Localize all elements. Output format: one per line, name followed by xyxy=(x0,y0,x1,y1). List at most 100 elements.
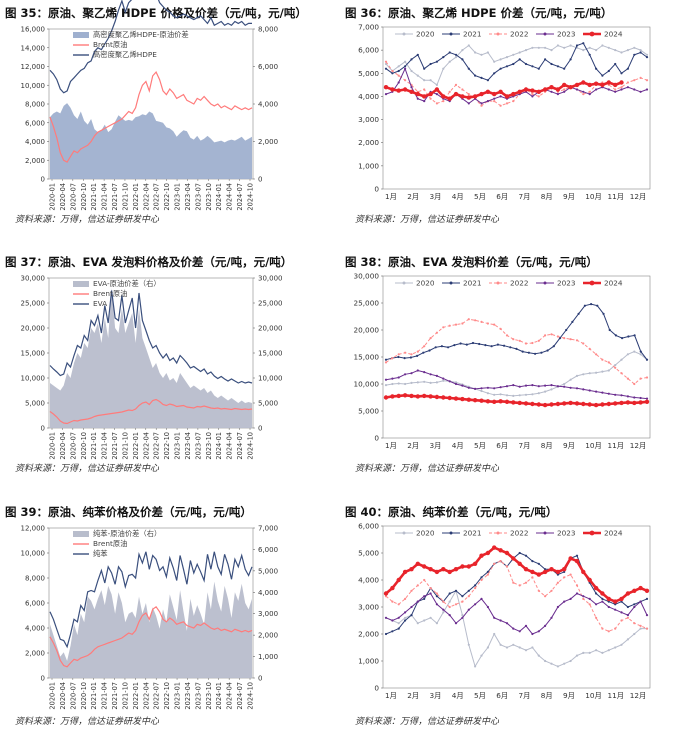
p36-series-3-point xyxy=(645,88,649,91)
p40-series-2-point xyxy=(563,576,566,579)
p40-series-4-point xyxy=(523,567,529,572)
p37-ytick-right-4: 20,000 xyxy=(258,325,283,333)
p40-series-2-point xyxy=(633,622,636,625)
p38-series-0-point xyxy=(423,380,426,383)
p36-series-3-point xyxy=(588,93,591,96)
chart-title-35: 图 35：原油、聚乙烯 HDPE 价格及价差（元/吨，元/吨） xyxy=(5,6,307,20)
p40-series-0-point xyxy=(531,646,534,649)
p38-series-2-point xyxy=(518,339,521,342)
p36-series-2-point xyxy=(435,102,438,105)
p38-series-4-point xyxy=(479,398,484,403)
p40-series-4-point xyxy=(447,569,452,575)
p38-series-1-point xyxy=(453,344,456,347)
p38-series-2-line xyxy=(385,318,648,385)
p36-series-0-point xyxy=(423,79,426,82)
p40-xtick-0: 1月 xyxy=(385,691,397,700)
p40-series-1-line xyxy=(385,552,648,635)
p35-xtick-10: 2022-07 xyxy=(153,183,161,211)
p36-legend-marker-3 xyxy=(543,32,547,36)
p40-series-1-point xyxy=(486,570,489,573)
p36-series-3-point xyxy=(404,67,407,70)
p37-xtick-4: 2021-01 xyxy=(90,432,98,460)
p40-series-4-point xyxy=(600,591,605,596)
p40-legend-marker-3 xyxy=(543,531,547,535)
p38-xtick-3: 4月 xyxy=(452,441,464,450)
p39-xtick-5: 2021-04 xyxy=(101,682,109,710)
p36-series-4-point xyxy=(587,82,592,88)
p38-series-3-point xyxy=(550,384,553,387)
p36-series-0-point xyxy=(633,46,636,49)
p36-series-0-point xyxy=(461,49,464,52)
p40-series-0-point xyxy=(626,638,629,641)
p40-series-2-line xyxy=(385,560,648,632)
p36-series-4-point xyxy=(383,85,389,90)
p38-series-1-point xyxy=(577,312,580,315)
p38-series-3-point xyxy=(639,396,642,400)
p37-xtick-18: 2024-07 xyxy=(236,432,244,460)
p36-series-1-point xyxy=(569,58,572,61)
p36-series-3-point xyxy=(550,90,553,93)
p35-ytick-left-7: 14,000 xyxy=(21,44,46,52)
p38-series-4-point xyxy=(422,393,427,399)
p40-series-3-point xyxy=(569,597,572,600)
p39-xtick-16: 2024-01 xyxy=(215,682,223,710)
p37-xtick-10: 2022-07 xyxy=(153,432,161,460)
p40-series-1-point xyxy=(620,600,623,603)
p40-series-2-point xyxy=(607,630,610,633)
p38-series-1-point xyxy=(645,358,649,361)
p40-series-4-point xyxy=(390,585,395,591)
p40-series-0-point xyxy=(582,651,585,654)
p36-series-0-point xyxy=(416,74,419,77)
p38-series-4-point xyxy=(472,398,478,403)
p37-xtick-1: 2020-04 xyxy=(59,432,67,460)
p38-series-3-point xyxy=(575,387,579,390)
p37-legend-label-1: Brent原油 xyxy=(93,289,127,298)
p35-ytick-right-1: 2,000 xyxy=(258,138,278,146)
p36-series-0-point xyxy=(537,46,540,49)
p38-series-4-point xyxy=(428,394,433,399)
p40-series-0-point xyxy=(397,622,400,625)
p38-series-1-point xyxy=(471,341,475,345)
p40-series-2-point xyxy=(575,584,579,587)
p38-series-4-point xyxy=(434,394,440,400)
source-35: 资料来源：万得，信达证券研发中心 xyxy=(15,215,160,225)
p39-xtick-14: 2023-07 xyxy=(194,682,202,710)
p40-series-1-point xyxy=(423,597,426,600)
p40-legend-marker-4 xyxy=(589,530,595,536)
p38-legend-label-1: 2021 xyxy=(463,279,482,288)
p36-series-3-point xyxy=(607,88,610,91)
p38-series-1-point xyxy=(440,345,443,348)
p40-series-4-point xyxy=(574,558,580,564)
p38-series-2-point xyxy=(384,361,388,364)
p36-series-2-point xyxy=(537,95,540,98)
p36-series-4-point xyxy=(536,89,541,95)
p40-xtick-7: 8月 xyxy=(541,691,553,700)
p36-series-2-point xyxy=(404,79,407,82)
p40-series-4-point xyxy=(530,569,535,575)
p39-ytick-left-3: 6,000 xyxy=(25,600,45,608)
p40-series-3-point xyxy=(614,608,617,611)
p38-series-4-point xyxy=(396,393,401,399)
p40-series-1-point xyxy=(391,630,394,633)
p40-series-2-point xyxy=(505,565,509,568)
p36-series-3-point xyxy=(480,102,483,105)
p36-series-1-point xyxy=(620,72,623,75)
p38-series-0-point xyxy=(404,382,407,386)
p40-series-3-point xyxy=(448,614,451,617)
p40-series-1-point xyxy=(435,595,438,598)
p40-series-4-point xyxy=(638,585,643,591)
p40-series-2-point xyxy=(518,584,521,587)
p35-xtick-5: 2021-04 xyxy=(101,183,109,211)
p40-series-1-point xyxy=(556,573,559,576)
p38-series-1-point xyxy=(490,345,493,348)
p40-series-1-point xyxy=(474,584,477,587)
p36-series-2-point xyxy=(531,93,534,96)
p35-xtick-11: 2022-10 xyxy=(163,183,171,211)
p36-series-3-point xyxy=(575,88,579,91)
p38-legend-label-4: 2024 xyxy=(604,279,623,288)
p37-ytick-left-4: 20,000 xyxy=(21,325,46,333)
p40-xtick-5: 6月 xyxy=(496,691,508,700)
p39-xtick-17: 2024-04 xyxy=(226,682,234,710)
p36-series-1-point xyxy=(601,74,604,77)
p38-series-4-point xyxy=(498,399,503,404)
